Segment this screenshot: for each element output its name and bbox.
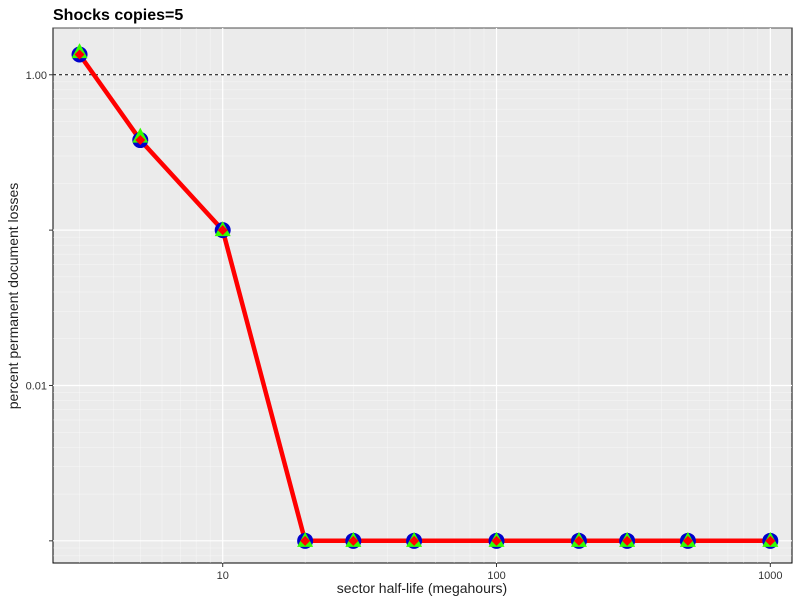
data-point-diamond (622, 535, 633, 546)
y-tick-label: 0.01 (26, 380, 47, 392)
x-axis-ticks: 10 100 1000 (217, 563, 783, 582)
x-tick-label: 10 (217, 570, 229, 582)
plot-panel (52, 27, 793, 564)
data-point-diamond (491, 535, 502, 546)
data-point-diamond (573, 535, 584, 546)
x-tick-label: 100 (487, 570, 505, 582)
data-point-diamond (135, 135, 146, 146)
data-point-diamond (682, 535, 693, 546)
y-tick-label: 1.00 (26, 70, 47, 82)
data-point-diamond (217, 225, 228, 236)
data-point-diamond (300, 535, 311, 546)
chart-title: Shocks copies=5 (53, 7, 183, 24)
series-markers (71, 43, 779, 549)
data-point-diamond (409, 535, 420, 546)
data-point-diamond (74, 49, 85, 60)
y-axis-ticks: 1.00 0.01 (26, 70, 53, 542)
data-point-diamond (348, 535, 359, 546)
x-axis-label: sector half-life (megahours) (337, 580, 507, 596)
y-axis-label: percent permanent document losses (5, 183, 21, 409)
data-point-diamond (765, 535, 776, 546)
x-tick-label: 1000 (758, 570, 782, 582)
